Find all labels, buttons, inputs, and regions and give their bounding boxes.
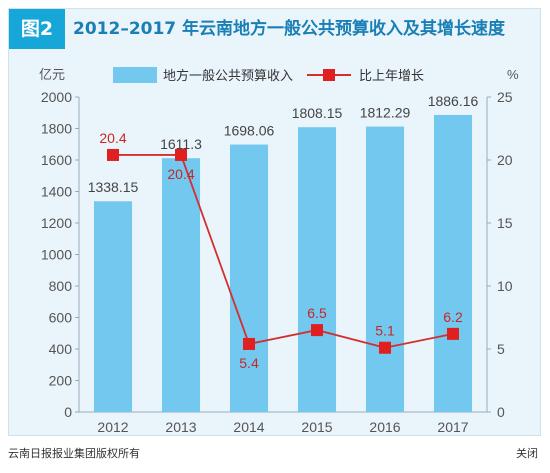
bar-value-label: 1611.3 — [160, 136, 202, 152]
x-tick-label: 2012 — [97, 419, 128, 435]
left-tick-label: 600 — [49, 310, 73, 326]
bar-value-label: 1808.15 — [292, 105, 343, 121]
growth-marker — [243, 337, 255, 350]
growth-value-label: 6.2 — [443, 309, 463, 325]
bar — [229, 144, 269, 412]
chart-frame: 图2 2012–2017 年云南地方一般公共预算收入及其增长速度 0 200 400… — [8, 8, 541, 436]
left-tick-label: 800 — [49, 278, 73, 294]
growth-value-label: 20.4 — [167, 166, 194, 182]
bar — [365, 126, 405, 412]
bar — [297, 127, 337, 413]
x-tick-label: 2017 — [437, 419, 468, 435]
left-tick-label: 200 — [49, 373, 73, 389]
bar-value-label: 1698.06 — [224, 123, 275, 139]
bar-value-label: 1886.16 — [428, 93, 479, 109]
growth-marker — [311, 324, 323, 337]
legend-line-marker — [323, 69, 335, 81]
growth-line — [113, 154, 454, 349]
legend-bar-swatch — [113, 67, 157, 83]
right-tick-label: 15 — [497, 215, 513, 231]
x-tick-label: 2013 — [165, 419, 196, 435]
x-tick-label: 2015 — [301, 419, 332, 435]
left-tick-label: 2000 — [41, 89, 72, 105]
left-axis-unit: 亿元 — [39, 67, 65, 82]
right-tick-label: 20 — [497, 152, 513, 168]
chart-title: 2012–2017 年云南地方一般公共预算收入及其增长速度 — [73, 19, 506, 39]
right-tick-label: 0 — [497, 404, 505, 420]
growth-marker — [107, 148, 119, 161]
growth-marker — [447, 327, 459, 340]
left-tick-label: 1200 — [41, 215, 72, 231]
legend-bar-label: 地方一般公共预算收入 — [163, 68, 293, 83]
growth-value-label: 5.4 — [239, 355, 259, 371]
bar — [161, 158, 201, 412]
right-axis-unit: % — [507, 67, 519, 82]
title-bar: 图2 2012–2017 年云南地方一般公共预算收入及其增长速度 — [9, 9, 540, 49]
chart-svg: 0 200 400 600 800 1000 1200 1400 1600 1800 2000 0 5 1… — [39, 67, 519, 435]
growth-value-label: 5.1 — [375, 323, 395, 339]
figure-badge: 图2 — [9, 9, 65, 49]
growth-marker — [379, 341, 391, 354]
growth-value-label: 6.5 — [307, 305, 327, 321]
close-link[interactable]: 关闭 — [516, 447, 538, 460]
left-tick-label: 1800 — [41, 121, 72, 137]
x-tick-label: 2014 — [233, 419, 264, 435]
left-tick-label: 1600 — [41, 152, 72, 168]
x-tick-label: 2016 — [369, 419, 400, 435]
copyright-text: 云南日报报业集团版权所有 — [8, 447, 140, 460]
right-tick-label: 5 — [497, 341, 505, 357]
growth-value-label: 20.4 — [99, 130, 126, 146]
legend-line-label: 比上年增长 — [359, 68, 424, 83]
left-tick-label: 0 — [64, 404, 72, 420]
left-tick-label: 1400 — [41, 184, 72, 200]
left-tick-label: 400 — [49, 341, 73, 357]
bar-value-label: 1812.29 — [360, 105, 411, 121]
right-tick-label: 10 — [497, 278, 513, 294]
bar-value-label: 1338.15 — [88, 179, 139, 195]
right-tick-label: 25 — [497, 89, 513, 105]
bar — [93, 201, 133, 412]
left-tick-label: 1000 — [41, 247, 72, 263]
growth-marker — [175, 148, 187, 161]
bar — [433, 114, 473, 412]
